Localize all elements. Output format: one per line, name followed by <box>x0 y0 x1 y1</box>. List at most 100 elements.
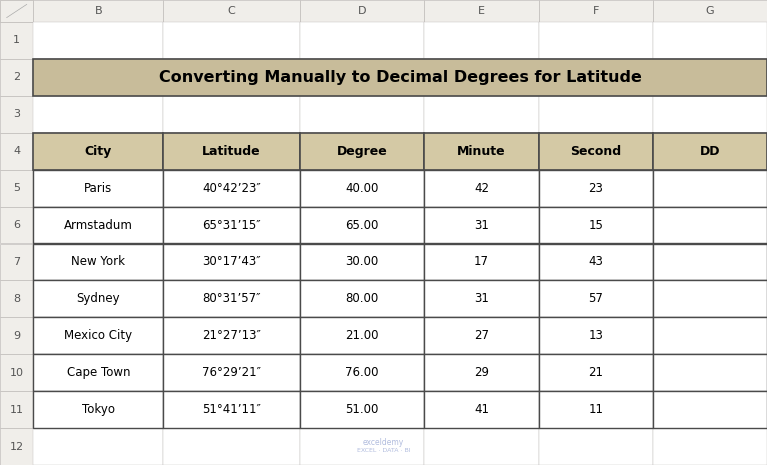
Bar <box>0 59 34 96</box>
Bar <box>538 133 653 170</box>
Bar <box>34 22 163 59</box>
Bar <box>300 170 424 206</box>
Bar <box>653 0 767 22</box>
Bar <box>34 59 163 96</box>
Text: 11: 11 <box>588 403 603 416</box>
Bar <box>538 244 653 280</box>
Bar <box>0 0 34 22</box>
Text: Degree: Degree <box>337 145 387 158</box>
Text: E: E <box>478 6 485 16</box>
Bar <box>163 391 300 428</box>
Bar <box>653 280 767 317</box>
Bar <box>538 280 653 317</box>
Text: 17: 17 <box>474 255 489 268</box>
Bar <box>653 244 767 280</box>
Text: 10: 10 <box>10 368 24 378</box>
Text: 30°17’43″: 30°17’43″ <box>202 255 261 268</box>
Bar <box>424 206 538 244</box>
Text: 21°27’13″: 21°27’13″ <box>202 329 261 342</box>
Bar <box>34 96 163 133</box>
Bar <box>34 391 163 428</box>
Bar <box>34 280 163 317</box>
Text: 5: 5 <box>13 183 20 193</box>
Bar <box>538 170 653 206</box>
Bar <box>163 280 300 317</box>
Bar <box>0 317 34 354</box>
Bar <box>538 317 653 354</box>
Bar <box>163 170 300 206</box>
Text: 6: 6 <box>13 220 20 230</box>
Bar <box>538 354 653 391</box>
Bar <box>163 133 300 170</box>
Text: Mexico City: Mexico City <box>64 329 133 342</box>
Bar <box>0 354 34 391</box>
Bar <box>424 391 538 428</box>
Text: 31: 31 <box>474 292 489 306</box>
Bar <box>424 354 538 391</box>
Bar <box>34 133 163 170</box>
Bar <box>538 391 653 428</box>
Text: 21.00: 21.00 <box>345 329 379 342</box>
Bar <box>424 244 538 280</box>
Bar <box>424 354 538 391</box>
Bar <box>653 317 767 354</box>
Bar <box>538 206 653 244</box>
Bar <box>424 280 538 317</box>
Bar <box>300 391 424 428</box>
Text: 43: 43 <box>588 255 603 268</box>
Text: Second: Second <box>570 145 621 158</box>
Bar <box>300 354 424 391</box>
Text: 80.00: 80.00 <box>345 292 379 306</box>
Bar <box>0 22 34 59</box>
Bar <box>538 354 653 391</box>
Bar <box>300 133 424 170</box>
Bar <box>424 22 538 59</box>
Text: Paris: Paris <box>84 182 113 195</box>
Bar <box>653 133 767 170</box>
Bar <box>300 317 424 354</box>
Bar <box>163 317 300 354</box>
Bar <box>0 0 34 22</box>
Bar <box>34 206 163 244</box>
Text: 27: 27 <box>474 329 489 342</box>
Bar <box>653 133 767 170</box>
Text: City: City <box>85 145 112 158</box>
Bar <box>163 354 300 391</box>
Bar <box>34 391 163 428</box>
Bar <box>653 280 767 317</box>
Text: EXCEL · DATA · BI: EXCEL · DATA · BI <box>357 448 410 453</box>
Bar <box>163 428 300 465</box>
Bar <box>424 391 538 428</box>
Bar <box>34 206 163 244</box>
Bar <box>34 354 163 391</box>
Bar <box>34 59 767 96</box>
Text: Cape Town: Cape Town <box>67 366 130 379</box>
Text: exceldemy: exceldemy <box>363 438 404 447</box>
Text: 29: 29 <box>474 366 489 379</box>
Bar <box>538 428 653 465</box>
Bar <box>653 59 767 96</box>
Bar <box>0 96 34 133</box>
Text: 65°31’15″: 65°31’15″ <box>202 219 261 232</box>
Text: DD: DD <box>700 145 720 158</box>
Bar <box>653 354 767 391</box>
Bar <box>538 206 653 244</box>
Text: 31: 31 <box>474 219 489 232</box>
Bar <box>300 391 424 428</box>
Text: 15: 15 <box>588 219 603 232</box>
Bar <box>538 59 653 96</box>
Text: F: F <box>592 6 599 16</box>
Bar <box>163 0 300 22</box>
Text: C: C <box>228 6 235 16</box>
Bar <box>300 96 424 133</box>
Bar <box>163 170 300 206</box>
Bar <box>653 170 767 206</box>
Text: D: D <box>357 6 366 16</box>
Bar <box>0 206 34 244</box>
Bar <box>538 133 653 170</box>
Bar <box>538 280 653 317</box>
Bar <box>163 354 300 391</box>
Bar <box>34 244 163 280</box>
Bar <box>653 206 767 244</box>
Text: Latitude: Latitude <box>202 145 261 158</box>
